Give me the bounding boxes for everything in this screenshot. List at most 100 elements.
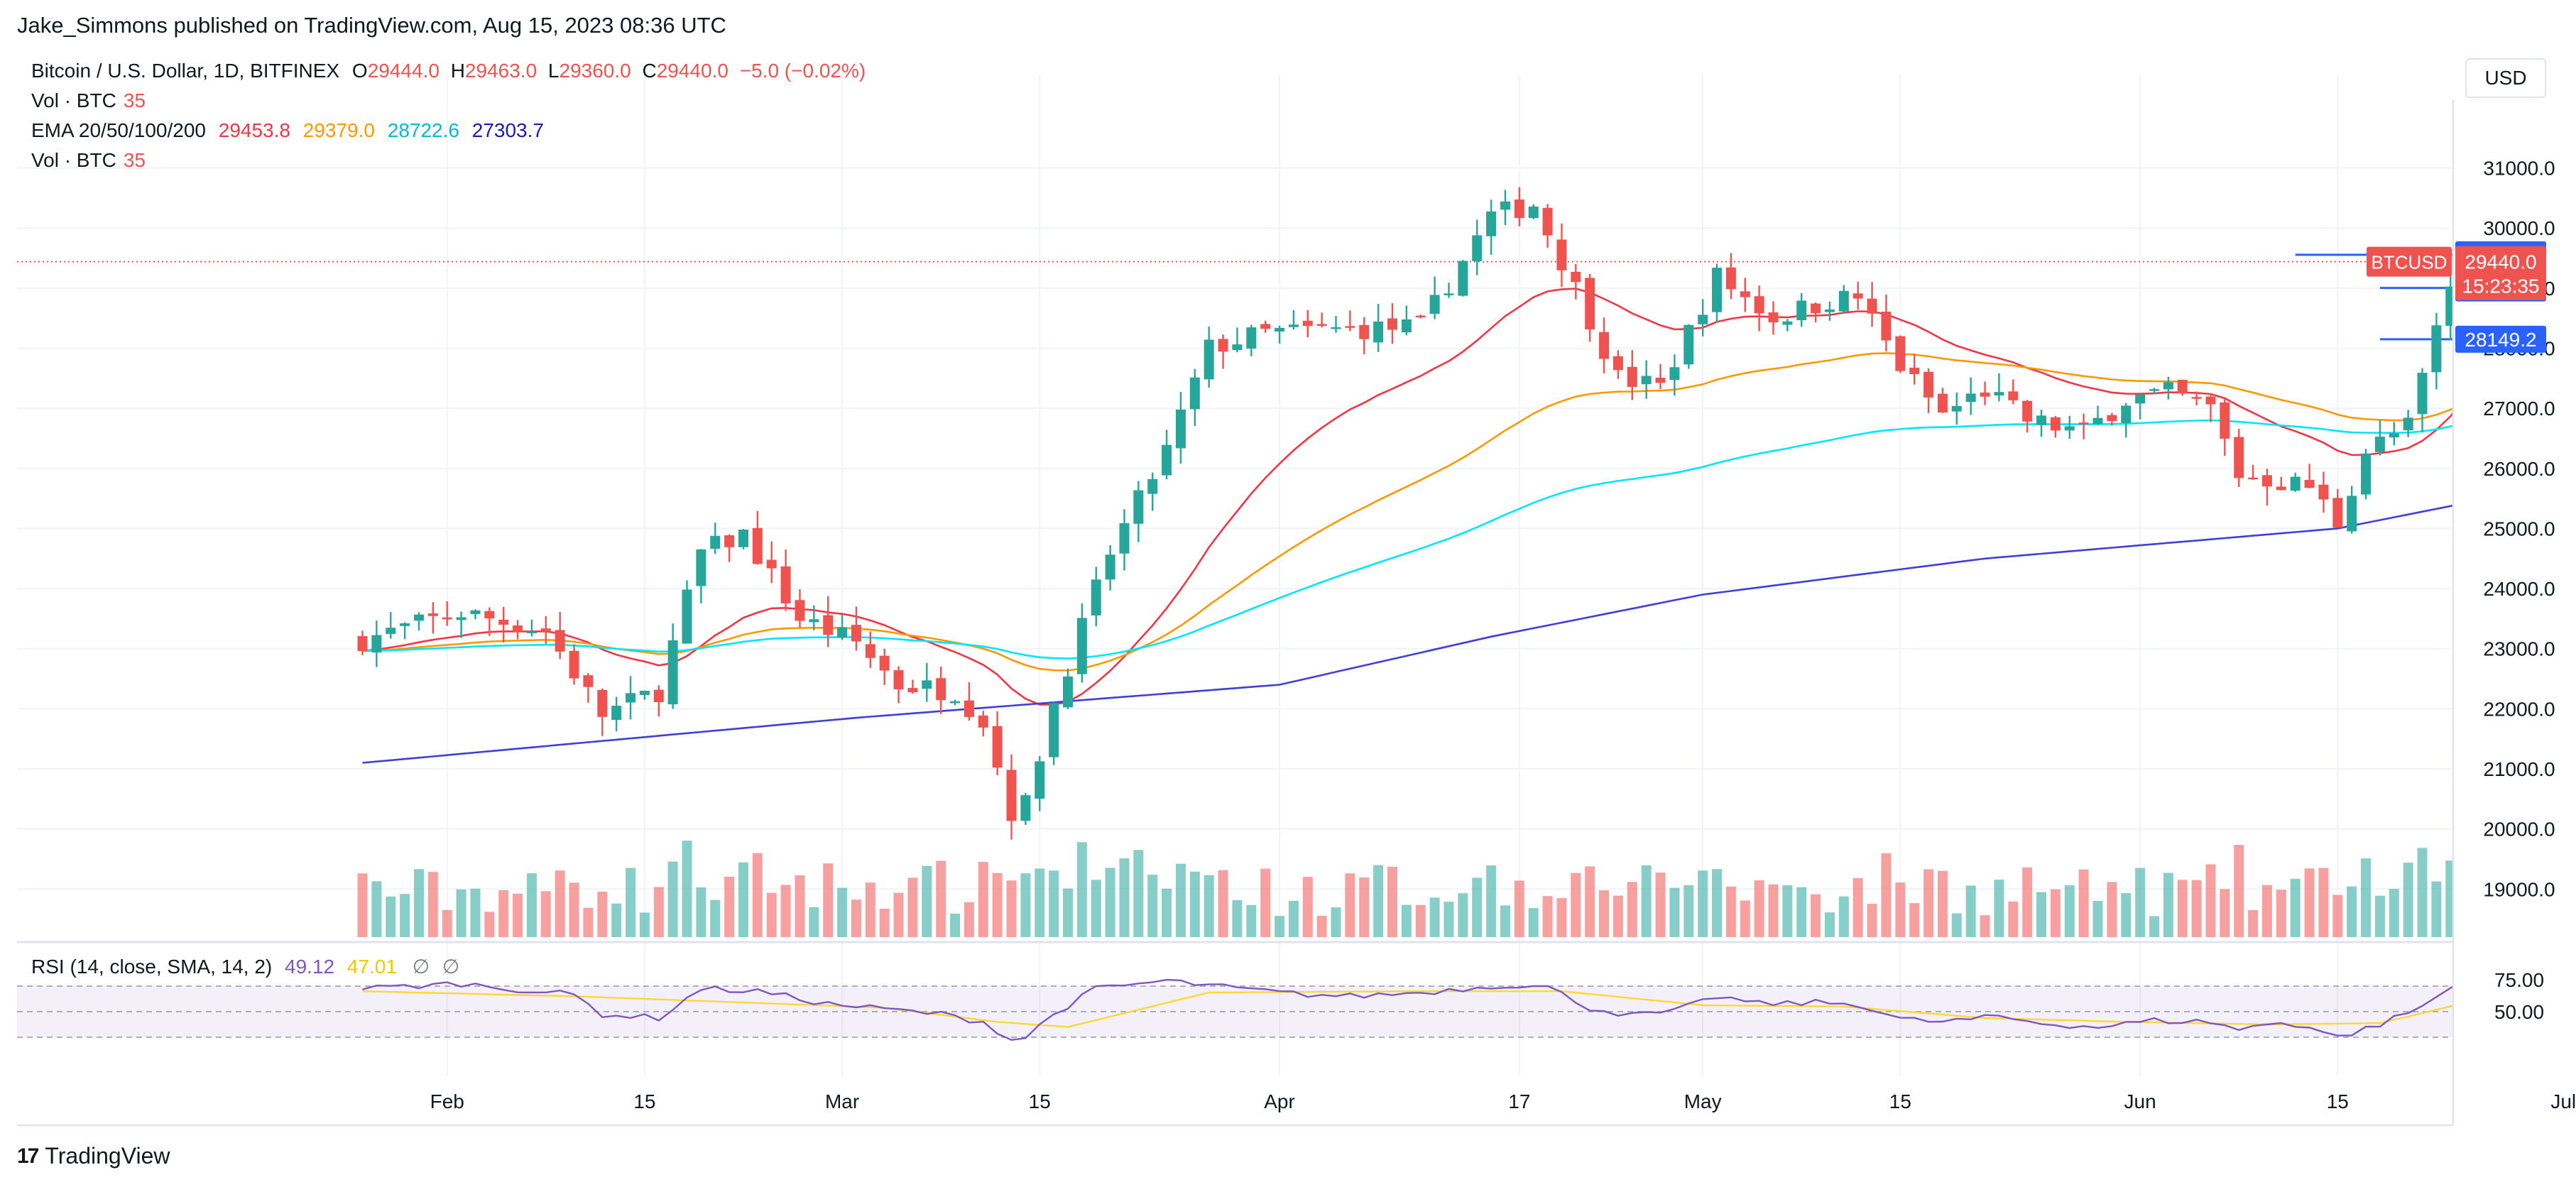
volume-bar	[639, 912, 650, 937]
volume-bar	[780, 885, 791, 937]
visibility-icon-1[interactable]: ∅	[412, 956, 430, 978]
volume-bar	[1655, 873, 1666, 937]
price-tick-label: 25000.0	[2483, 518, 2555, 540]
candle-body	[1528, 206, 1539, 219]
volume-bar	[865, 882, 875, 937]
rsi-tick-label: 50.00	[2494, 1001, 2544, 1023]
candles	[357, 176, 2576, 840]
volume-bar	[1429, 897, 1440, 937]
countdown-text: 15:23:35	[2462, 275, 2540, 297]
candle-body	[2248, 477, 2259, 480]
volume-bar	[513, 893, 523, 937]
publisher-line: Jake_Simmons published on TradingView.co…	[17, 13, 726, 38]
volume-bar	[1867, 904, 1877, 937]
volume-bar	[1909, 903, 1920, 937]
time-tick-label: 17	[1508, 1090, 1530, 1112]
candle-body	[1796, 300, 1807, 321]
volume-bar	[1599, 890, 1610, 937]
candle-body	[1063, 676, 1073, 708]
volume-bar	[1020, 873, 1031, 937]
volume-bar	[752, 853, 763, 937]
volume-bar	[1768, 884, 1779, 937]
volume-bar	[1302, 877, 1313, 937]
volume-bar	[2191, 880, 2202, 937]
candle-body	[2177, 379, 2188, 394]
candle-body	[653, 689, 664, 702]
volume-bar	[2177, 880, 2188, 937]
tradingview-logo-icon: 17	[17, 1144, 39, 1168]
volume-bar	[1063, 888, 1073, 937]
candle-body	[1275, 327, 1285, 332]
candle-body	[2431, 325, 2442, 373]
candle-body	[1472, 235, 1483, 261]
volume-bar	[653, 887, 664, 937]
time-tick-label: 15	[1889, 1090, 1911, 1112]
volume-legend-2[interactable]: Vol · BTC 35	[31, 149, 146, 172]
tradingview-brand[interactable]: 17 TradingView	[17, 1143, 170, 1169]
axes: 31000.030000.029000.028000.027000.026000…	[17, 43, 2576, 1127]
symbol-tag-box	[2367, 246, 2452, 277]
volume-bar	[851, 899, 861, 937]
volume-bar	[1881, 853, 1892, 937]
volume-bar	[1035, 868, 1045, 937]
candle-body	[893, 670, 904, 689]
candle-body	[907, 688, 918, 693]
volume-bar	[1585, 866, 1595, 937]
open-value: 29444.0	[367, 60, 440, 82]
candle-body	[484, 611, 495, 619]
volume-bar	[1500, 905, 1510, 937]
volume-bar	[724, 876, 735, 937]
candle-body	[2417, 373, 2428, 415]
low-label: L	[547, 60, 560, 82]
candle-body	[2318, 484, 2329, 500]
volume-bar	[2107, 882, 2117, 937]
volume-bar	[555, 870, 565, 937]
candle-body	[1627, 366, 1637, 387]
time-tick-label: Mar	[825, 1090, 859, 1112]
rsi-legend[interactable]: RSI (14, close, SMA, 14, 2) 49.12 47.01 …	[31, 955, 459, 978]
volume-bar	[1980, 915, 1990, 937]
volume-bar	[766, 892, 777, 937]
volume-bar	[1556, 898, 1567, 937]
volume-bar	[1852, 877, 1863, 937]
price-tick-label: 19000.0	[2483, 878, 2555, 900]
candle-body	[1260, 324, 1271, 329]
volume-bar	[1387, 866, 1398, 937]
volume-bar	[2304, 868, 2315, 937]
candle-body	[1189, 377, 1200, 410]
volume-bar	[696, 887, 706, 937]
candle-body	[1725, 267, 1736, 290]
candle-body	[1387, 318, 1398, 330]
candle-body	[456, 617, 466, 620]
candle-body	[936, 678, 946, 701]
visibility-icon-2[interactable]: ∅	[442, 956, 460, 978]
volume-bar	[2248, 909, 2259, 937]
candle-body	[1698, 314, 1708, 324]
volume-bar	[1091, 880, 1101, 937]
currency-button[interactable]: USD	[2465, 58, 2546, 98]
volume-bar	[682, 841, 692, 937]
candle-body	[795, 600, 805, 621]
candle-body	[1443, 293, 1454, 295]
candle-body	[1401, 319, 1412, 333]
volume-bar	[2347, 886, 2357, 937]
candle-body	[1147, 478, 1158, 494]
candle-body	[1838, 290, 1849, 312]
volume-bar	[1542, 896, 1553, 937]
symbol-title: Bitcoin / U.S. Dollar, 1D, BITFINEX	[31, 60, 340, 82]
candle-body	[1641, 376, 1652, 385]
candle-body	[2121, 405, 2132, 423]
ema-legend[interactable]: EMA 20/50/100/200 29453.8 29379.0 28722.…	[31, 119, 544, 142]
candle-body	[837, 627, 848, 638]
candle-body	[1740, 291, 1750, 297]
volume-bar	[2163, 873, 2173, 937]
volume-legend[interactable]: Vol · BTC 35	[31, 89, 146, 112]
candle-body	[386, 628, 396, 634]
candle-body	[1415, 315, 1426, 318]
candle-body	[1683, 324, 1694, 365]
candle-body	[1049, 703, 1059, 757]
candle-body	[1923, 371, 1934, 398]
rsi-tick-label: 75.00	[2494, 969, 2544, 991]
volume-bar	[992, 873, 1003, 937]
